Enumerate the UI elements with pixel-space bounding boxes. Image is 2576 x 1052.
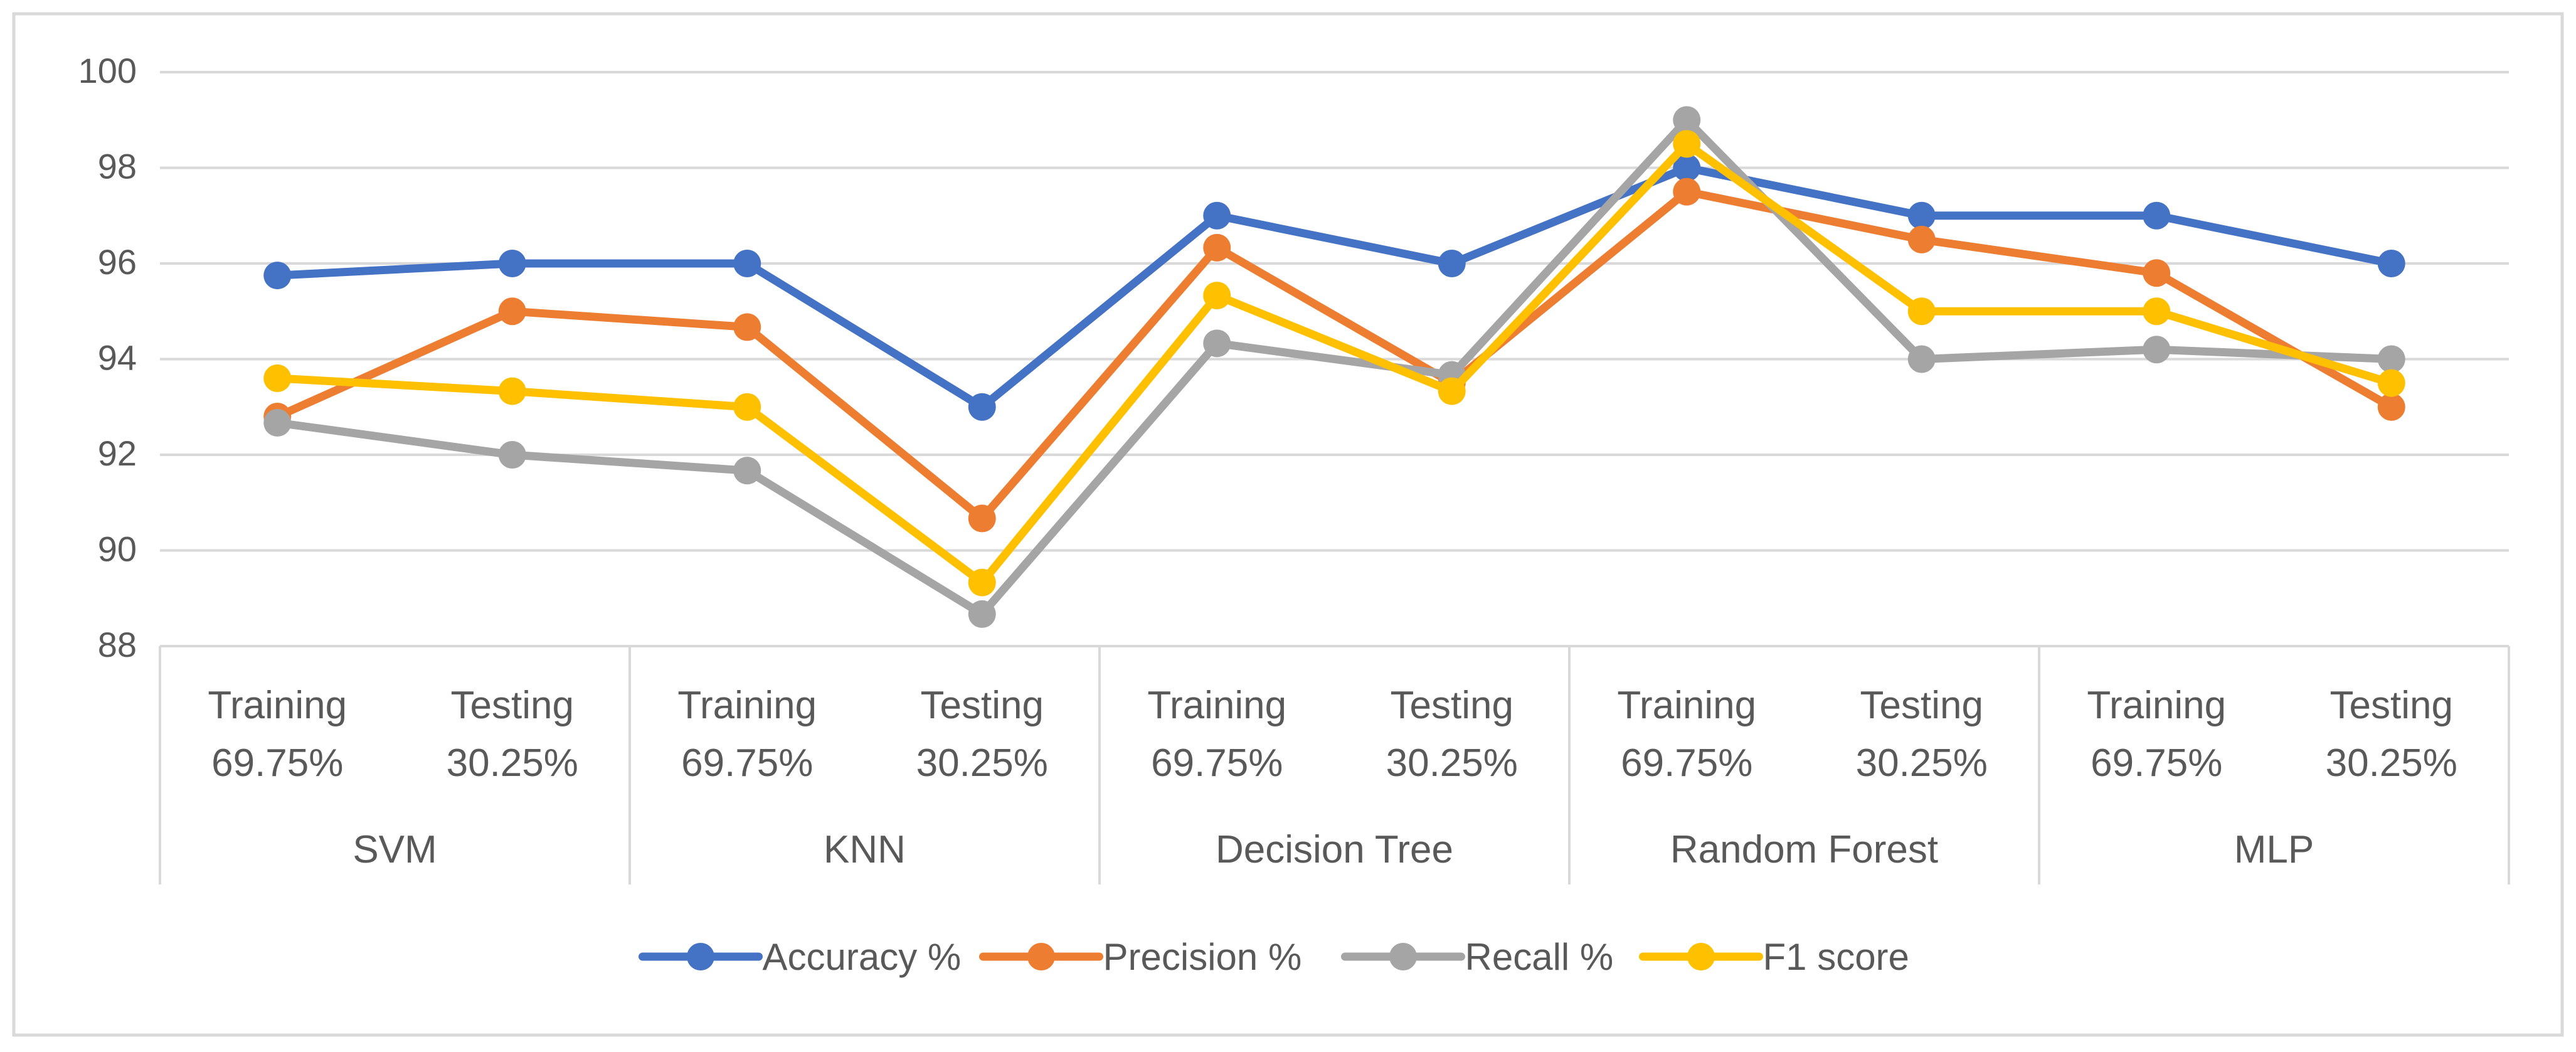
x-tick-label-ratio: 69.75% [1621, 741, 1752, 785]
x-tick-label-ratio: 30.25% [1856, 741, 1988, 785]
legend-label: Recall % [1465, 936, 1614, 978]
data-point [498, 297, 526, 326]
y-tick-label: 100 [78, 51, 137, 90]
data-point [263, 408, 292, 437]
y-tick-label: 94 [98, 338, 137, 378]
data-point [2143, 201, 2171, 230]
series-lines [263, 106, 2405, 628]
data-point [1203, 329, 1231, 358]
x-tick-label-ratio: 30.25% [916, 741, 1048, 785]
data-point [498, 441, 526, 469]
x-group-label: SVM [352, 828, 437, 871]
data-point [1673, 178, 1701, 206]
y-tick-label: 90 [98, 529, 137, 569]
x-tick-label-phase: Testing [1860, 684, 1983, 727]
legend: Accuracy % Precision % Recall % F1 score [639, 936, 1909, 978]
x-tick-label-phase: Training [2087, 684, 2226, 727]
x-group-label: MLP [2234, 828, 2314, 871]
data-point [733, 393, 761, 421]
legend-label: Precision % [1103, 936, 1302, 978]
data-point [2377, 345, 2405, 373]
data-point [263, 364, 292, 392]
data-point [1907, 345, 1936, 373]
data-point [733, 250, 761, 277]
series-line [273, 164, 2396, 412]
x-tick-label-phase: Training [208, 684, 347, 727]
y-tick-label: 96 [98, 242, 137, 282]
x-tick-label-phase: Training [1147, 684, 1286, 727]
data-point [2143, 336, 2171, 364]
data-point [1907, 297, 1936, 326]
data-point [263, 262, 292, 290]
x-group-label: KNN [824, 828, 906, 871]
data-point [1673, 130, 1701, 158]
x-tick-label-ratio: 69.75% [211, 741, 343, 785]
x-tick-label-phase: Training [1617, 684, 1756, 727]
y-tick-label: 98 [98, 147, 137, 186]
series-line [273, 188, 2396, 523]
legend-label: Accuracy % [763, 936, 962, 978]
data-point [733, 457, 761, 485]
x-tick-label-phase: Testing [921, 684, 1044, 727]
chart-border [12, 12, 2564, 1037]
data-point [1203, 233, 1231, 262]
data-point [1438, 377, 1466, 405]
data-point [968, 393, 996, 421]
series-line [273, 115, 2396, 619]
data-point [2377, 250, 2405, 277]
data-point [1203, 201, 1231, 230]
legend-swatch-marker [1027, 943, 1055, 970]
data-point [2377, 369, 2405, 397]
x-tick-label-phase: Testing [1391, 684, 1513, 727]
data-point [498, 377, 526, 405]
data-point [1438, 250, 1466, 277]
y-tick-label: 88 [98, 625, 137, 664]
x-tick-label-ratio: 69.75% [2091, 741, 2222, 785]
x-tick-label-phase: Training [677, 684, 817, 727]
data-point [968, 600, 996, 628]
data-point [498, 250, 526, 277]
axes: 88 90 92 94 96 98 100 Training 69.75% Testing 30.2… [78, 51, 2510, 885]
data-point [2377, 393, 2405, 421]
x-group-label: Random Forest [1670, 828, 1938, 871]
y-tick-label: 92 [98, 433, 137, 473]
x-tick-label-ratio: 30.25% [2326, 741, 2457, 785]
legend-swatch-marker [1687, 943, 1715, 970]
legend-swatch-marker [1389, 943, 1417, 970]
data-point [733, 313, 761, 341]
x-group-label: Decision Tree [1216, 828, 1453, 871]
data-point [1907, 201, 1936, 230]
series-line [273, 139, 2396, 587]
x-tick-label-ratio: 69.75% [1151, 741, 1283, 785]
data-point [968, 568, 996, 597]
data-point [2143, 297, 2171, 326]
x-tick-label-ratio: 30.25% [447, 741, 578, 785]
x-tick-label-ratio: 69.75% [681, 741, 813, 785]
data-point [1673, 154, 1701, 182]
legend-label: F1 score [1763, 936, 1909, 978]
x-tick-label-phase: Testing [2330, 684, 2453, 727]
data-point [1203, 282, 1231, 310]
x-tick-label-ratio: 30.25% [1386, 741, 1518, 785]
data-point [1907, 225, 1936, 253]
data-point [1673, 106, 1701, 134]
x-tick-label-phase: Testing [451, 684, 574, 727]
data-point [968, 504, 996, 533]
data-point [2143, 259, 2171, 287]
legend-swatch-marker [687, 943, 714, 970]
